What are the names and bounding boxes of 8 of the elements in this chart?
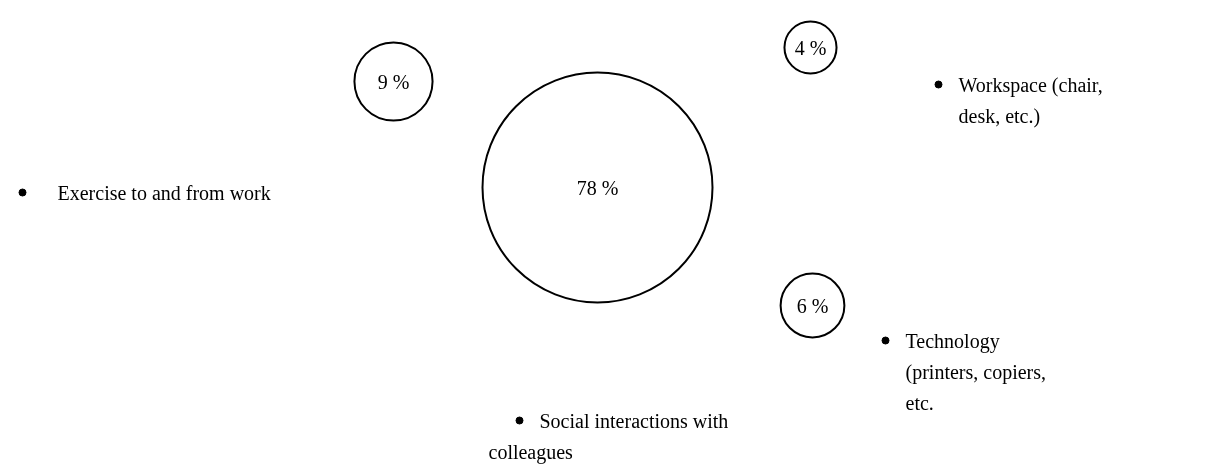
data-label: 6 % xyxy=(796,294,829,317)
category-label: Workspace (chair, desk, etc.) xyxy=(958,73,1103,128)
category-label: Exercise to and from work xyxy=(57,181,271,204)
data-label: 78 % xyxy=(576,176,619,199)
data-label: 4 % xyxy=(794,36,827,59)
data-label: 9 % xyxy=(377,70,410,93)
category-label: Technology (printers, copiers, etc. xyxy=(905,329,1047,414)
category-label: Social interactions with colleagues xyxy=(488,409,729,464)
